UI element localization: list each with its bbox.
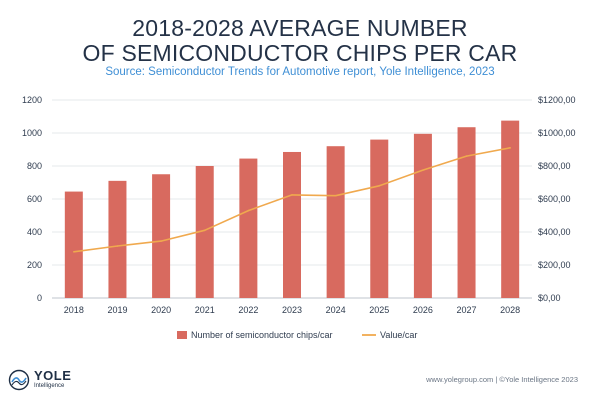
- legend-label-line: Value/car: [380, 330, 417, 340]
- value-point: [291, 194, 293, 196]
- x-tick-label: 2026: [413, 305, 433, 315]
- y-right-tick-label: $400,00: [538, 227, 571, 237]
- value-point: [334, 194, 337, 197]
- value-point: [509, 147, 511, 149]
- x-tick-label: 2025: [369, 305, 389, 315]
- y-right-tick-label: $0,00: [538, 293, 561, 303]
- value-point: [160, 240, 162, 242]
- value-point: [203, 229, 206, 232]
- bar: [108, 180, 127, 298]
- x-tick-label: 2019: [107, 305, 127, 315]
- value-point: [422, 169, 424, 171]
- y-left-tick-label: 600: [27, 194, 42, 204]
- y-right-tick-label: $1200,00: [538, 95, 576, 105]
- bar: [152, 174, 171, 298]
- bar: [283, 151, 301, 298]
- legend-label-bars: Number of semiconductor chips/car: [191, 330, 333, 340]
- x-tick-label: 2020: [151, 305, 171, 315]
- y-left-tick-label: 200: [27, 260, 42, 270]
- y-left-tick-label: 400: [27, 227, 42, 237]
- bar: [64, 191, 83, 298]
- bar: [501, 120, 520, 298]
- value-point: [247, 209, 250, 212]
- yole-logo-sub: Intelligence: [34, 383, 65, 389]
- yole-logo-word: YOLE: [34, 368, 72, 383]
- y-right-tick-label: $800,00: [538, 161, 571, 171]
- bar-series: [64, 120, 520, 298]
- y-left-tick-label: 1200: [22, 95, 42, 105]
- axis-labels: 0 200 400 600 800 1000 1200 $0,00 $200,00 $400,00…: [22, 95, 576, 315]
- x-tick-label: 2021: [195, 305, 215, 315]
- y-left-tick-label: 0: [37, 293, 42, 303]
- x-tick-label: 2022: [238, 305, 258, 315]
- value-point: [116, 245, 119, 247]
- x-tick-label: 2024: [326, 305, 346, 315]
- x-tick-label: 2028: [500, 305, 520, 315]
- chart-title-line2: OF SEMICONDUCTOR CHIPS PER CAR: [82, 40, 518, 66]
- bar: [195, 166, 214, 298]
- bar: [370, 139, 389, 298]
- y-left-tick-label: 800: [27, 161, 42, 171]
- bar: [326, 146, 345, 298]
- x-tick-label: 2023: [282, 305, 302, 315]
- value-point: [73, 251, 75, 253]
- y-left-tick-label: 1000: [22, 128, 42, 138]
- chart-subtitle: Source: Semiconductor Trends for Automot…: [105, 66, 495, 78]
- value-point: [465, 155, 468, 157]
- yole-logo-icon: [8, 369, 30, 391]
- legend: Number of semiconductor chips/car Value/c…: [177, 330, 417, 340]
- bar: [457, 127, 476, 298]
- line-series: [73, 147, 511, 253]
- value-point: [378, 185, 381, 187]
- bar: [239, 158, 258, 298]
- x-tick-label: 2027: [457, 305, 477, 315]
- y-right-tick-label: $1000,00: [538, 128, 576, 138]
- legend-swatch-bars: [177, 331, 187, 339]
- chart-title-line1: 2018-2028 AVERAGE NUMBER: [132, 15, 468, 41]
- footer-credit: www.yolegroup.com | ©Yole Intelligence 2…: [426, 375, 578, 384]
- bar: [413, 133, 432, 298]
- chart-title: 2018-2028 AVERAGE NUMBER OF SEMICONDUCTO…: [0, 16, 600, 66]
- y-right-tick-label: $200,00: [538, 260, 571, 270]
- y-right-tick-label: $600,00: [538, 194, 571, 204]
- yole-logo: YOLE Intelligence: [8, 368, 98, 392]
- x-tick-label: 2018: [64, 305, 84, 315]
